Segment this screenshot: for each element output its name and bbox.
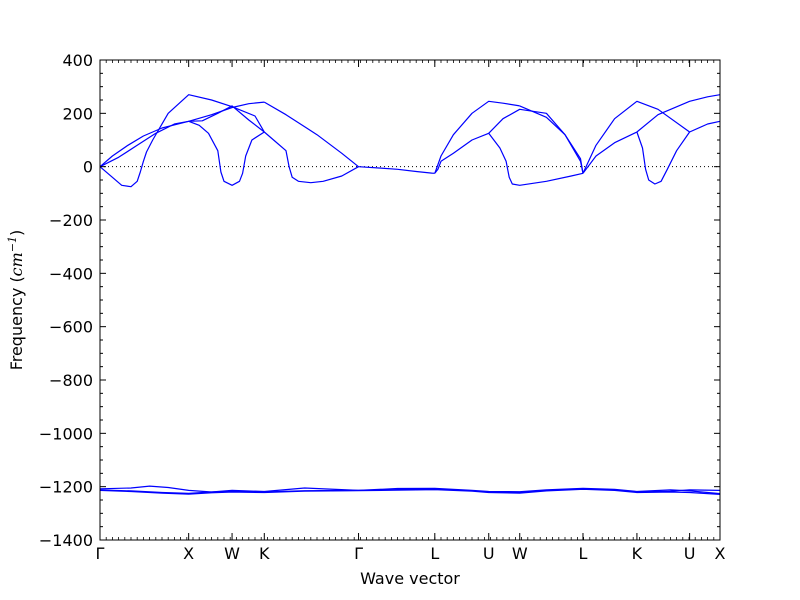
y-tick-label: −1000 (39, 424, 93, 443)
band-line-4 (99, 94, 265, 188)
y-tick-label: 200 (62, 104, 93, 123)
band-line-6 (263, 131, 359, 184)
band-line-10 (488, 132, 584, 186)
y-axis-label-exponent: −1 (6, 236, 19, 252)
band-line-12 (582, 100, 721, 174)
band-line-1 (99, 101, 265, 168)
band-line-7 (358, 166, 435, 174)
x-tick-label: Γ (354, 544, 363, 563)
y-axis-label-prefix: Frequency ( (7, 276, 26, 370)
band-line-14 (636, 131, 691, 185)
x-axis-label: Wave vector (360, 569, 460, 588)
y-tick-label: −200 (49, 211, 93, 230)
band-line-11 (519, 105, 584, 174)
band-line-2 (263, 101, 359, 168)
y-axis-label: Frequency (cm−1) (6, 230, 26, 371)
x-tick-label: K (259, 544, 270, 563)
y-tick-label: −400 (49, 264, 93, 283)
x-tick-label: L (430, 544, 439, 563)
y-tick-label: −800 (49, 371, 93, 390)
y-tick-label: 0 (83, 158, 93, 177)
x-tick-label: X (715, 544, 726, 563)
y-tick-label: 400 (62, 51, 93, 70)
band-line-9 (434, 100, 520, 174)
plot-frame (99, 59, 721, 541)
band-line-17 (99, 488, 721, 495)
y-tick-label: −1200 (39, 478, 93, 497)
x-tick-label: U (684, 544, 696, 563)
y-tick-label: −1400 (39, 531, 93, 550)
y-axis-label-unit: cm (7, 252, 26, 276)
x-tick-label: K (632, 544, 643, 563)
band-line-13 (582, 94, 721, 174)
y-tick-label: −600 (49, 318, 93, 337)
x-tick-label: W (224, 544, 240, 563)
x-tick-label: Γ (96, 544, 105, 563)
x-tick-label: X (183, 544, 194, 563)
band-line-5 (188, 120, 265, 186)
x-tick-label: L (579, 544, 588, 563)
y-axis-label-suffix: ) (7, 230, 26, 236)
x-tick-label: W (512, 544, 528, 563)
x-tick-label: U (483, 544, 495, 563)
